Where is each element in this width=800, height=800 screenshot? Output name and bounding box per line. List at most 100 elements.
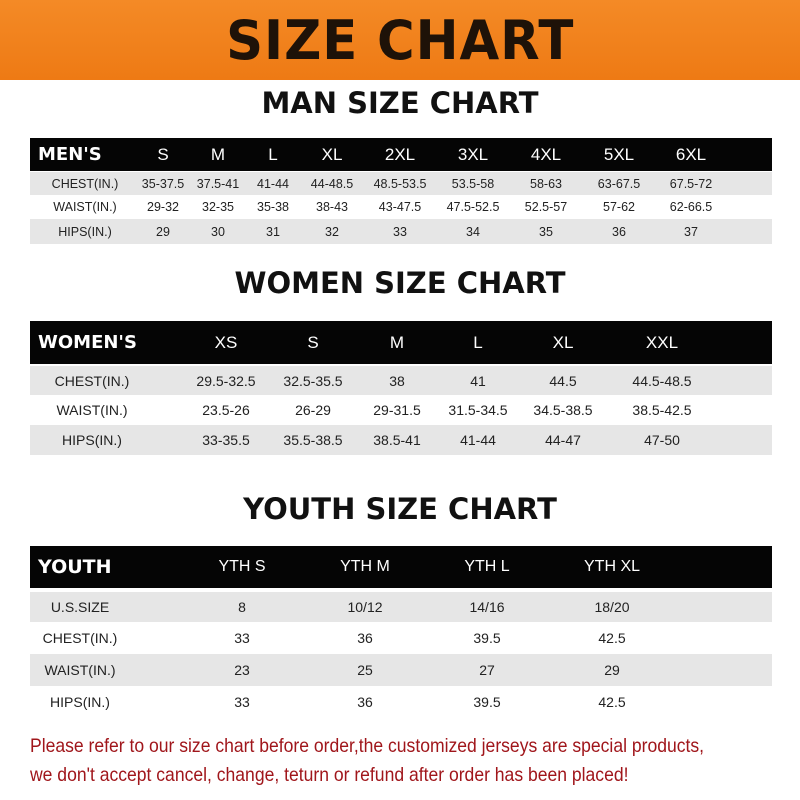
table-row: CHEST(IN.) 33 36 39.5 42.5	[30, 622, 772, 654]
size-column-header: YTH L	[464, 558, 510, 575]
measurement-label: WAIST(IN.)	[53, 200, 117, 214]
table-row: CHEST(IN.) 29.5-32.5 32.5-35.5 38 41 44.5 44.5…	[30, 366, 772, 395]
size-column-header: L	[268, 144, 278, 164]
table-row: WAIST(IN.) 29-32 32-35 35-38 38-43 43-47.5 47.…	[30, 195, 772, 219]
table-cell: 23	[234, 662, 250, 678]
table-cell: 33	[393, 224, 407, 239]
measurement-label: HIPS(IN.)	[50, 694, 110, 710]
table-cell: 38.5-41	[373, 432, 421, 448]
table-cell: 44-47	[545, 432, 581, 448]
table-row: HIPS(IN.) 33 36 39.5 42.5	[30, 686, 772, 718]
table-cell: 62-66.5	[669, 200, 713, 214]
table-cell: 44.5	[549, 372, 577, 389]
table-cell: 35-38	[257, 200, 289, 214]
table-cell: 36	[357, 630, 373, 646]
table-cell: 58-63	[530, 176, 562, 191]
size-column-header: YTH S	[218, 558, 266, 575]
table-cell: 29	[604, 662, 620, 678]
size-column-header: XL	[321, 144, 343, 164]
table-cell: 63-67.5	[597, 176, 641, 191]
table-cell: 44.5-48.5	[632, 372, 692, 389]
table-cell: 42.5	[598, 694, 626, 710]
table-cell: 47.5-52.5	[446, 200, 500, 214]
table-cell: 31.5-34.5	[448, 402, 508, 418]
table-cell: 53.5-58	[451, 176, 495, 191]
measurement-label: U.S.SIZE	[50, 599, 110, 615]
women-header-row: WOMEN'S XS S M L XL XXL	[30, 321, 772, 364]
youth-chart-title: YOUTH SIZE CHART	[243, 492, 557, 526]
size-column-header: YTH M	[340, 558, 390, 575]
table-cell: 33	[234, 694, 250, 710]
size-column-header: XL	[552, 332, 574, 352]
table-cell: 29	[156, 224, 170, 239]
table-cell: 29-31.5	[373, 402, 421, 418]
table-cell: 25	[357, 662, 373, 678]
youth-header-row: YOUTH YTH S YTH M YTH L YTH XL	[30, 546, 772, 588]
women-chart-title: WOMEN SIZE CHART	[234, 266, 566, 300]
table-row: U.S.SIZE 8 10/12 14/16 18/20	[30, 592, 772, 622]
measurement-label: CHEST(IN.)	[42, 630, 118, 646]
table-cell: 18/20	[594, 599, 630, 615]
table-cell: 36	[357, 694, 373, 710]
table-cell: 38	[389, 372, 405, 389]
table-cell: 41-44	[460, 432, 496, 448]
table-cell: 32	[325, 224, 339, 239]
table-cell: 38-43	[316, 200, 348, 214]
table-cell: 39.5	[473, 630, 501, 646]
table-cell: 30	[211, 224, 225, 239]
table-cell: 67.5-72	[669, 176, 713, 191]
notice-line-1: Please refer to our size chart before or…	[30, 735, 705, 757]
banner-title: SIZE CHART	[225, 8, 575, 72]
table-cell: 35.5-38.5	[283, 432, 343, 448]
table-cell: 34.5-38.5	[533, 402, 593, 418]
table-cell: 10/12	[347, 599, 383, 615]
size-column-header: 4XL	[530, 144, 562, 164]
table-row: WAIST(IN.) 23.5-26 26-29 29-31.5 31.5-34.5 34…	[30, 395, 772, 425]
size-column-header: 3XL	[457, 144, 489, 164]
table-cell: 26-29	[295, 402, 331, 418]
size-column-header: 6XL	[675, 144, 707, 164]
table-cell: 44-48.5	[310, 176, 354, 191]
size-column-header: 5XL	[603, 144, 635, 164]
size-column-header: YTH XL	[583, 558, 641, 575]
table-cell: 32.5-35.5	[283, 372, 343, 389]
table-cell: 34	[466, 224, 480, 239]
size-column-header: S	[157, 144, 169, 164]
table-cell: 36	[612, 224, 626, 239]
notice-line-2: we don't accept cancel, change, teturn o…	[30, 764, 629, 786]
table-cell: 29-32	[147, 200, 179, 214]
table-cell: 35	[539, 224, 553, 239]
table-cell: 37.5-41	[196, 176, 240, 191]
measurement-label: WAIST(IN.)	[44, 662, 116, 678]
table-cell: 52.5-57	[524, 200, 568, 214]
table-cell: 39.5	[473, 694, 501, 710]
table-cell: 42.5	[598, 630, 626, 646]
table-cell: 29.5-32.5	[196, 372, 256, 389]
table-cell: 48.5-53.5	[373, 176, 427, 191]
table-row: HIPS(IN.) 29 30 31 32 33 34 35 36 37	[30, 219, 772, 244]
table-cell: 23.5-26	[202, 402, 250, 418]
size-column-header: XS	[214, 332, 238, 352]
men-header-row: MEN'S S M L XL 2XL 3XL 4XL 5XL 6XL	[30, 138, 772, 171]
table-group-label: YOUTH	[38, 556, 112, 578]
table-cell: 43-47.5	[378, 200, 422, 214]
table-cell: 47-50	[644, 432, 680, 448]
size-column-header: S	[307, 332, 319, 352]
size-column-header: M	[389, 332, 405, 352]
table-cell: 31	[266, 224, 280, 239]
measurement-label: HIPS(IN.)	[58, 224, 112, 239]
measurement-label: CHEST(IN.)	[54, 372, 130, 389]
table-row: WAIST(IN.) 23 25 27 29	[30, 654, 772, 686]
size-column-header: XXL	[645, 332, 679, 352]
table-group-label: MEN'S	[38, 144, 102, 165]
table-cell: 8	[238, 599, 246, 615]
table-cell: 41	[470, 372, 486, 389]
size-column-header: M	[210, 144, 226, 164]
table-cell: 32-35	[202, 200, 234, 214]
table-cell: 33	[234, 630, 250, 646]
table-row: CHEST(IN.) 35-37.5 37.5-41 41-44 44-48.5 48.5…	[30, 172, 772, 195]
measurement-label: HIPS(IN.)	[62, 432, 122, 448]
table-cell: 57-62	[603, 200, 635, 214]
table-cell: 41-44	[257, 176, 289, 191]
table-cell: 37	[684, 224, 698, 239]
